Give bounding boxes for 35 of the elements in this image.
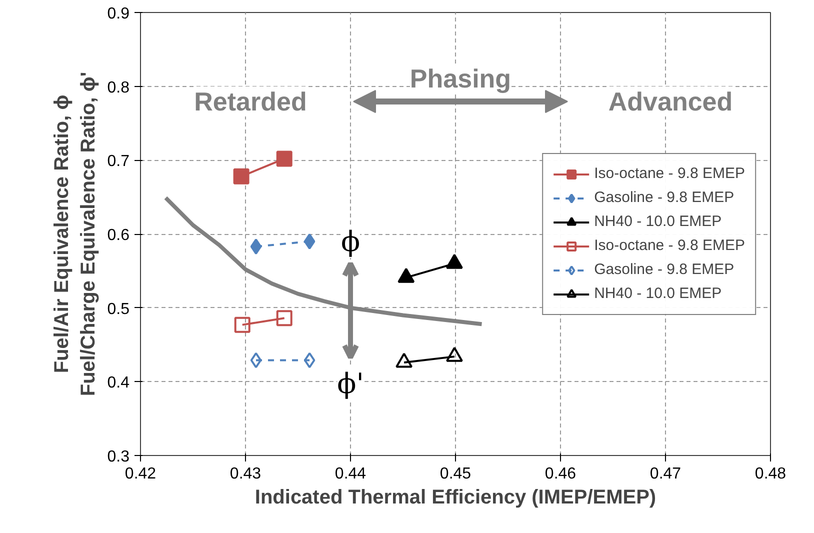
point xyxy=(276,310,292,326)
y-tick-label: 0.7 xyxy=(107,153,130,170)
y-tick-label: 0.6 xyxy=(107,227,130,244)
point xyxy=(304,352,316,368)
point xyxy=(250,352,262,368)
y-tick-label: 0.8 xyxy=(107,79,130,96)
annotation: Advanced xyxy=(608,86,733,116)
x-tick-label: 0.42 xyxy=(124,466,156,482)
y-tick-label: 0.3 xyxy=(107,448,130,466)
legend-label: Gasoline - 9.8 EMEP xyxy=(594,189,734,206)
x-tick-label: 0.45 xyxy=(440,466,472,482)
point xyxy=(250,238,262,255)
point xyxy=(234,316,250,333)
legend-label: NH40 - 10.0 EMEP xyxy=(594,213,722,230)
x-tick-label: 0.43 xyxy=(230,466,262,482)
annotation: ϕ' xyxy=(337,367,364,400)
annotation: ϕ xyxy=(340,225,360,258)
legend-label: Iso-octane - 9.8 EMEP xyxy=(594,165,745,182)
annotation: Phasing xyxy=(410,64,512,94)
y-tick-label: 0.9 xyxy=(107,6,130,22)
y-tick-label: 0.5 xyxy=(107,300,130,318)
legend-label: Iso-octane - 9.8 EMEP xyxy=(594,237,745,254)
x-tick-label: 0.44 xyxy=(334,466,366,482)
point xyxy=(233,168,250,184)
point xyxy=(276,150,292,167)
x-tick-label: 0.47 xyxy=(650,466,682,482)
x-axis-title: Indicated Thermal Efficiency (IMEP/EMEP) xyxy=(254,486,656,508)
x-tick-label: 0.48 xyxy=(754,466,786,482)
y-axis-title: Fuel/Air Equivalence Ratio, ϕ Fuel/Charge Equivalence Ratio, ϕ' xyxy=(50,72,100,396)
x-tick-label: 0.46 xyxy=(544,466,576,482)
legend-label: NH40 - 10.0 EMEP xyxy=(594,285,722,302)
annotation: Retarded xyxy=(194,86,307,116)
point xyxy=(304,233,316,250)
y-tick-label: 0.4 xyxy=(107,374,130,392)
legend-label: Gasoline - 9.8 EMEP xyxy=(594,261,734,278)
